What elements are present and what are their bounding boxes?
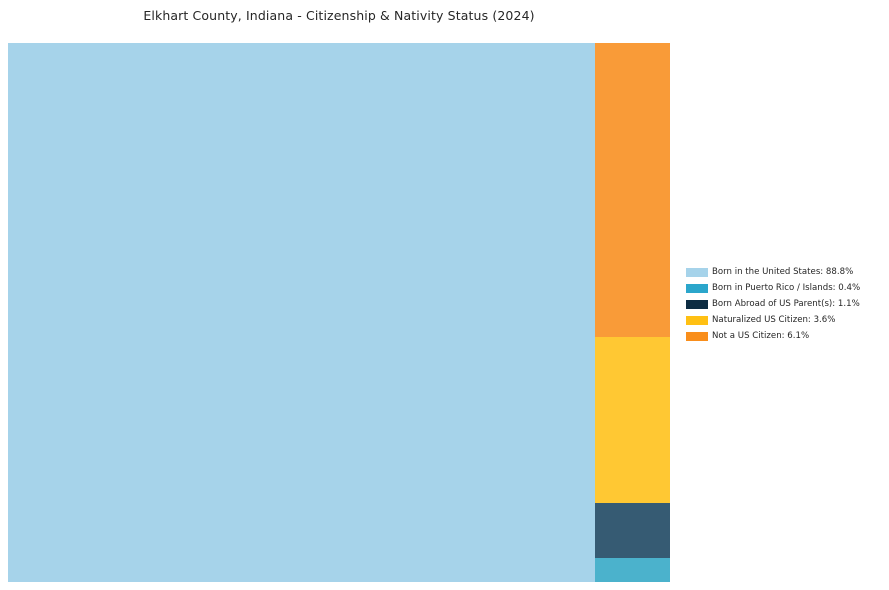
mosaic-tile-born-in-the-united-states[interactable] bbox=[8, 43, 595, 582]
mosaic-plot-area bbox=[8, 43, 670, 582]
legend-swatch-icon bbox=[686, 331, 708, 341]
legend-swatch-icon bbox=[686, 267, 708, 277]
legend-swatch-icon bbox=[686, 299, 708, 309]
mosaic-tile-born-in-puerto-rico-islands[interactable] bbox=[595, 558, 670, 582]
chart-legend: Born in the United States: 88.8% Born in… bbox=[686, 264, 882, 344]
legend-item-naturalized-us-citizen[interactable]: Naturalized US Citizen: 3.6% bbox=[686, 312, 882, 328]
legend-swatch-icon bbox=[686, 283, 708, 293]
mosaic-tile-naturalized-us-citizen[interactable] bbox=[595, 337, 670, 503]
legend-item-born-in-puerto-rico-islands[interactable]: Born in Puerto Rico / Islands: 0.4% bbox=[686, 280, 882, 296]
chart-title: Elkhart County, Indiana - Citizenship & … bbox=[143, 8, 535, 23]
legend-swatch-icon bbox=[686, 315, 708, 325]
legend-item-label: Born Abroad of US Parent(s): 1.1% bbox=[712, 299, 860, 309]
legend-item-not-a-us-citizen[interactable]: Not a US Citizen: 6.1% bbox=[686, 328, 882, 344]
legend-item-born-in-the-united-states[interactable]: Born in the United States: 88.8% bbox=[686, 264, 882, 280]
legend-item-label: Naturalized US Citizen: 3.6% bbox=[712, 315, 836, 325]
mosaic-column-other bbox=[595, 43, 670, 582]
mosaic-tile-not-a-us-citizen[interactable] bbox=[595, 43, 670, 337]
legend-item-label: Born in Puerto Rico / Islands: 0.4% bbox=[712, 283, 861, 293]
mosaic-column-native bbox=[8, 43, 595, 582]
legend-item-label: Born in the United States: 88.8% bbox=[712, 267, 854, 277]
legend-item-label: Not a US Citizen: 6.1% bbox=[712, 331, 810, 341]
mosaic-tile-born-abroad-of-us-parents[interactable] bbox=[595, 503, 670, 558]
legend-item-born-abroad-of-us-parents[interactable]: Born Abroad of US Parent(s): 1.1% bbox=[686, 296, 882, 312]
